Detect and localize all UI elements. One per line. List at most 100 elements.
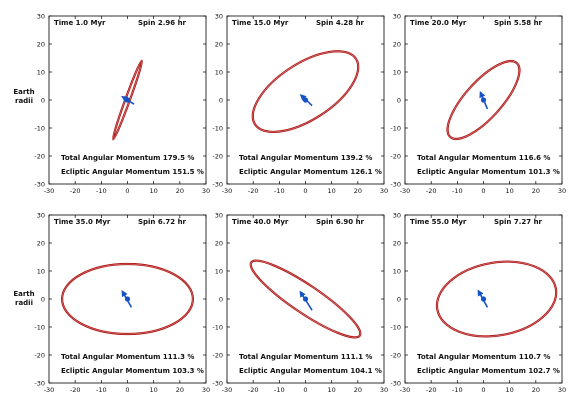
x-tick-label: -20 [248, 187, 259, 195]
y-tick-label: -10 [34, 323, 45, 331]
y-tick-label: 30 [215, 12, 223, 20]
time-annotation: Time 40.0 Myr [232, 218, 289, 226]
ecliptic-momentum-annotation: Ecliptic Angular Momentum 103.3 % [61, 367, 204, 375]
earth-dot [480, 97, 487, 103]
y-tick-label: 10 [37, 68, 45, 76]
total-momentum-annotation: Total Angular Momentum 116.6 % [417, 154, 550, 162]
ecliptic-momentum-annotation: Ecliptic Angular Momentum 102.7 % [417, 367, 560, 375]
x-tick-label: 20 [354, 386, 362, 394]
x-tick-label: 0 [125, 386, 129, 394]
x-tick-label: -10 [452, 187, 463, 195]
earth-dot [124, 97, 131, 103]
x-tick-label: 10 [150, 386, 158, 394]
y-tick-label: 20 [215, 40, 223, 48]
y-tick-label: 10 [215, 68, 223, 76]
orbit-ellipse-inner [447, 60, 520, 140]
panel-2: -30 -20 -10 0 10 20 30 30 20 10 0 -10 -20 -30 Time 15.… [212, 12, 388, 195]
earth-dot [302, 296, 309, 302]
x-tick-label: -30 [44, 386, 55, 394]
time-annotation: Time 55.0 Myr [410, 218, 467, 226]
total-momentum-annotation: Total Angular Momentum 179.5 % [61, 154, 194, 162]
earth-dot [480, 296, 487, 302]
spin-annotation: Spin 7.27 hr [494, 218, 543, 226]
y-tick-label: 10 [393, 267, 401, 275]
y-tick-label: 20 [393, 239, 401, 247]
y-tick-label: -10 [212, 124, 223, 132]
orbit-ellipse-inner [436, 261, 557, 337]
y-tick-label: 10 [393, 68, 401, 76]
x-tick-label: 0 [303, 386, 307, 394]
x-tick-label: -30 [400, 386, 411, 394]
spin-annotation: Spin 4.28 hr [316, 19, 365, 27]
x-tick-label: 30 [380, 386, 388, 394]
x-tick-label: 10 [150, 187, 158, 195]
total-momentum-annotation: Total Angular Momentum 111.3 % [61, 353, 194, 361]
y-tick-label: 0 [397, 96, 401, 104]
x-tick-label: 0 [303, 187, 307, 195]
y-tick-label: 0 [397, 295, 401, 303]
time-annotation: Time 1.0 Myr [54, 19, 106, 27]
spin-annotation: Spin 6.90 hr [316, 218, 365, 226]
x-tick-label: -30 [222, 187, 233, 195]
ecliptic-momentum-annotation: Ecliptic Angular Momentum 151.5 % [61, 168, 204, 176]
x-tick-label: 30 [202, 386, 210, 394]
y-tick-label: -10 [390, 124, 401, 132]
y-tick-label: 20 [37, 239, 45, 247]
x-tick-label: -20 [70, 386, 81, 394]
y-tick-label: -20 [34, 351, 45, 359]
y-tick-label: 0 [41, 295, 45, 303]
y-tick-label: -10 [390, 323, 401, 331]
side-label-line1: Earth [13, 88, 34, 96]
orbit-ellipse [251, 50, 360, 134]
x-tick-label: -20 [426, 386, 437, 394]
orbit-ellipse-inner [252, 51, 359, 133]
orbit-ellipse [435, 260, 558, 338]
x-tick-label: 30 [558, 187, 566, 195]
y-tick-label: 30 [37, 12, 45, 20]
total-momentum-annotation: Total Angular Momentum 139.2 % [239, 154, 372, 162]
x-tick-label: -10 [274, 386, 285, 394]
y-tick-label: -20 [34, 152, 45, 160]
total-momentum-annotation: Total Angular Momentum 110.7 % [417, 353, 550, 361]
x-tick-label: -10 [274, 187, 285, 195]
panel-5: -30 -20 -10 0 10 20 30 30 20 10 0 -10 -20 -30 Time 40.… [212, 211, 388, 394]
ecliptic-momentum-annotation: Ecliptic Angular Momentum 126.1 % [239, 168, 382, 176]
ecliptic-momentum-annotation: Ecliptic Angular Momentum 104.1 % [239, 367, 382, 375]
time-annotation: Time 20.0 Myr [410, 19, 467, 27]
x-tick-label: 0 [125, 187, 129, 195]
y-tick-label: -10 [212, 323, 223, 331]
x-tick-label: -30 [400, 187, 411, 195]
spin-annotation: Spin 6.72 hr [138, 218, 187, 226]
x-tick-label: 10 [506, 386, 514, 394]
y-tick-label: -30 [212, 180, 223, 188]
panel-3: -30 -20 -10 0 10 20 30 30 20 10 0 -10 -20 -30 Time 20.… [390, 12, 566, 195]
earth-dot [124, 296, 131, 302]
panel-1: -30 -20 -10 0 10 20 30 30 20 10 0 -10 -20 -30 Time 1.0… [34, 12, 210, 195]
y-tick-label: 0 [219, 96, 223, 104]
x-tick-label: -20 [248, 386, 259, 394]
orbit-ellipse-inner [250, 260, 361, 338]
y-tick-label: 30 [37, 211, 45, 219]
x-tick-label: 0 [481, 386, 485, 394]
y-tick-label: 20 [215, 239, 223, 247]
side-label-line2-lower: radii [15, 299, 33, 307]
y-tick-label: -10 [34, 124, 45, 132]
panel-6: -30 -20 -10 0 10 20 30 30 20 10 0 -10 -20 -30 Time 55.… [390, 211, 566, 394]
side-label-line1-lower: Earth [13, 290, 34, 298]
y-tick-label: 0 [41, 96, 45, 104]
x-tick-label: -10 [96, 187, 107, 195]
x-tick-label: 0 [481, 187, 485, 195]
y-tick-label: -20 [212, 152, 223, 160]
y-tick-label: -30 [34, 180, 45, 188]
x-tick-label: 20 [176, 187, 184, 195]
y-tick-label: -30 [34, 379, 45, 387]
x-tick-label: -10 [96, 386, 107, 394]
y-tick-label: 0 [219, 295, 223, 303]
x-tick-label: 20 [354, 187, 362, 195]
x-tick-label: 20 [532, 386, 540, 394]
y-tick-label: -30 [390, 180, 401, 188]
y-tick-label: 20 [393, 40, 401, 48]
x-tick-label: 30 [202, 187, 210, 195]
y-tick-label: 10 [215, 267, 223, 275]
